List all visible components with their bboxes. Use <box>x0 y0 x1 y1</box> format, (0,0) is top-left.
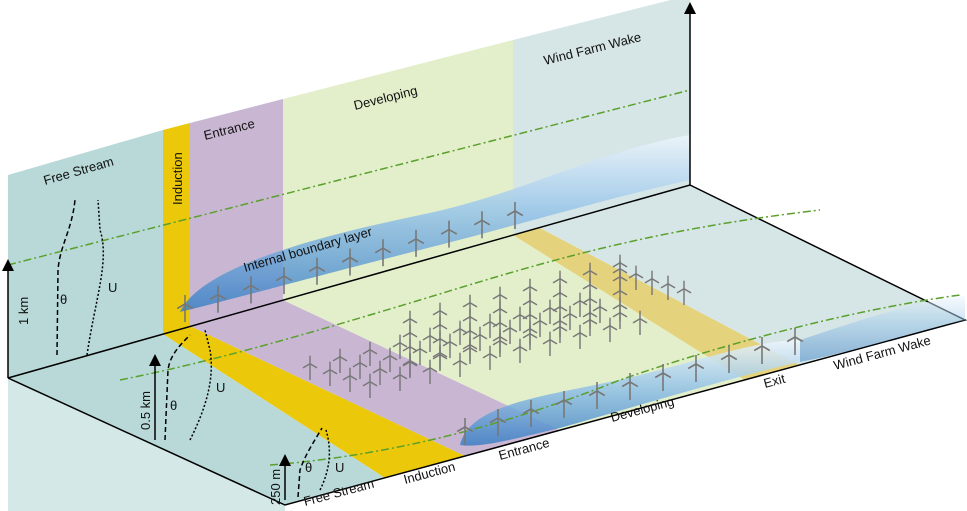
label: 250 m <box>268 469 283 505</box>
label: U <box>216 380 225 395</box>
label: U <box>335 460 344 475</box>
label: Induction <box>170 152 185 205</box>
label: 0.5 km <box>138 391 153 430</box>
label: θ <box>60 292 67 307</box>
label: θ <box>305 460 312 475</box>
diagram: Free Stream Induction Entrance Developin… <box>0 0 967 511</box>
label: θ <box>170 398 177 413</box>
label: U <box>108 280 117 295</box>
label: 1 km <box>16 297 31 325</box>
